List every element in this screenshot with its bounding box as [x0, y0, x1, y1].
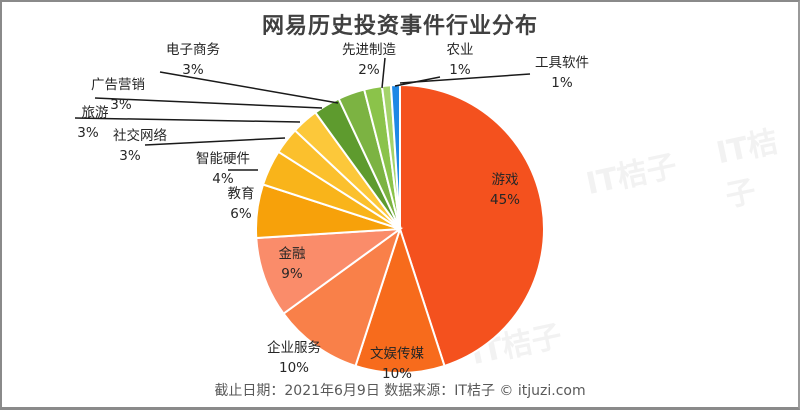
label-gongju: 工具软件	[535, 55, 589, 71]
label-zhineng: 智能硬件	[196, 151, 250, 167]
svg-text:10%: 10%	[382, 366, 412, 382]
svg-text:3%: 3%	[182, 62, 204, 78]
svg-text:10%: 10%	[279, 360, 309, 376]
svg-text:9%: 9%	[281, 266, 303, 282]
svg-text:1%: 1%	[449, 62, 471, 78]
pie-slice-0	[399, 83, 545, 368]
svg-text:3%: 3%	[110, 97, 132, 113]
svg-text:3%: 3%	[119, 148, 141, 164]
svg-text:1%: 1%	[551, 75, 573, 91]
label-lvyou: 旅游	[82, 105, 109, 121]
label-jiaoyu: 教育	[228, 186, 255, 202]
chart-footer: 截止日期：2021年6月9日 数据来源：IT桔子 © itjuzi.com	[214, 383, 586, 399]
label-nongye: 农业	[447, 42, 474, 58]
label-youxi: 游戏	[492, 172, 519, 188]
svg-text:6%: 6%	[230, 206, 252, 222]
pie-slices	[254, 83, 545, 374]
label-wenyu: 文娱传媒	[370, 346, 424, 362]
data-labels: 游戏 45% 文娱传媒 10% 企业服务 10% 金融 9% 教育 6% 智能硬…	[77, 42, 589, 382]
pie-slice-1	[354, 225, 446, 374]
chart-title: 网易历史投资事件行业分布	[261, 14, 538, 39]
pie-slice-2	[282, 226, 402, 368]
label-dianzi: 电子商务	[166, 42, 220, 58]
label-jinrong: 金融	[279, 246, 306, 262]
pie-slice-3	[255, 227, 404, 316]
svg-text:45%: 45%	[490, 192, 520, 208]
svg-text:2%: 2%	[358, 62, 380, 78]
svg-text:4%: 4%	[212, 171, 234, 187]
label-xianjin: 先进制造	[342, 42, 396, 58]
label-qiye: 企业服务	[267, 339, 321, 356]
label-guanggao: 广告营销	[91, 77, 145, 93]
label-shejiao: 社交网络	[113, 127, 167, 144]
leader-lines	[74, 57, 531, 171]
svg-text:3%: 3%	[77, 125, 99, 141]
